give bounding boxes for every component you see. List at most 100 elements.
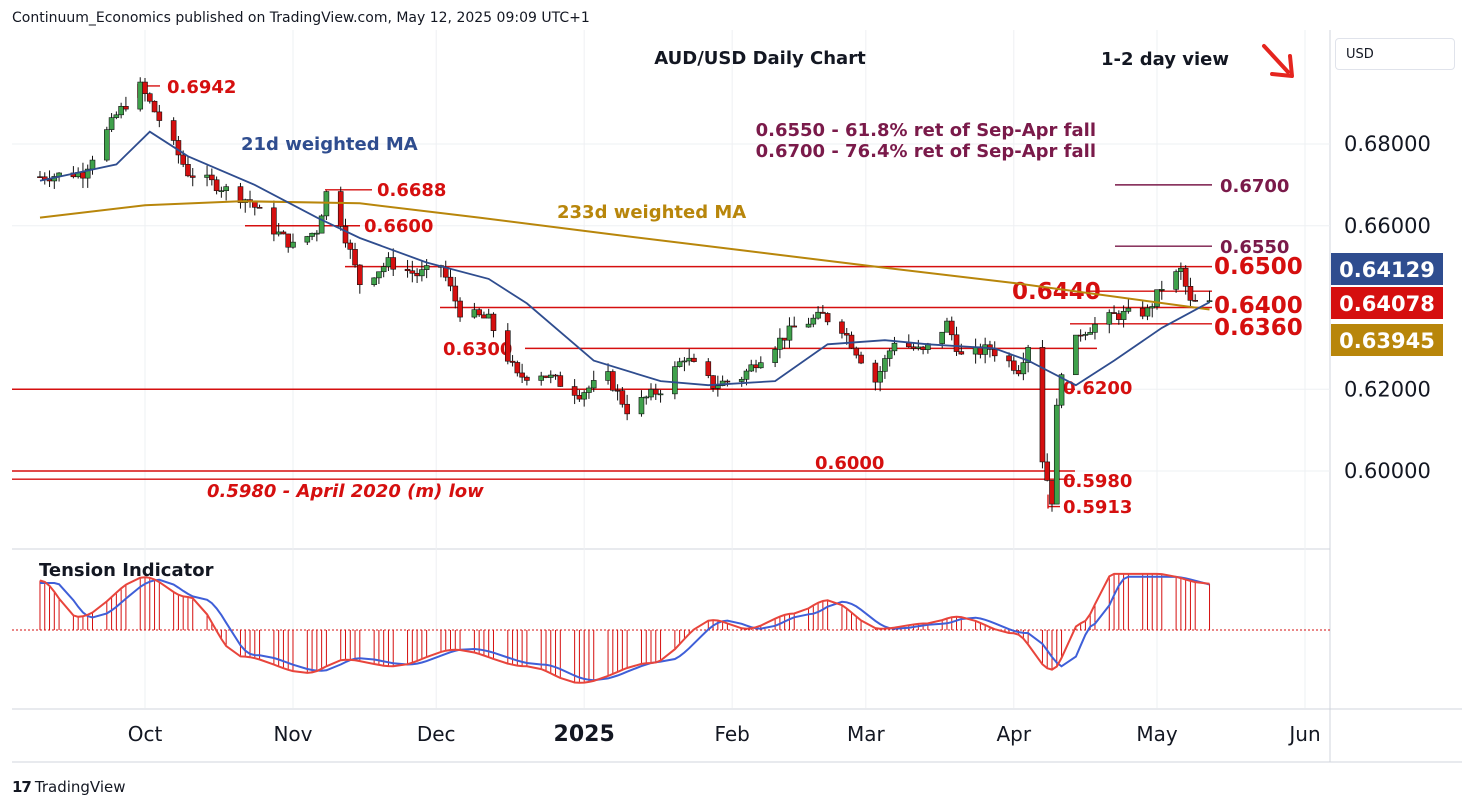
price-tag-label: 0.64078: [1339, 292, 1435, 316]
candle: [1082, 334, 1089, 336]
candle: [1139, 307, 1146, 317]
candle: [1092, 323, 1098, 333]
level-label: 0.6942: [167, 77, 236, 98]
price-pane[interactable]: [12, 30, 1330, 548]
candle: [380, 266, 387, 273]
candle: [805, 323, 812, 328]
candle: [371, 277, 377, 285]
candle: [84, 168, 91, 179]
candle: [681, 360, 688, 363]
tradingview-brand[interactable]: 17 TradingView: [12, 778, 126, 796]
candle: [743, 370, 750, 380]
tension-signal-line: [40, 575, 1210, 682]
candle: [758, 362, 764, 369]
candle: [1015, 370, 1022, 375]
candle: [1182, 267, 1189, 287]
level-label: 0.6550: [1220, 237, 1289, 258]
level-label: 0.6400: [1214, 293, 1303, 319]
candle: [514, 362, 521, 374]
level-label: 0.6200: [1063, 378, 1132, 399]
candle: [337, 191, 344, 227]
candle: [385, 257, 392, 267]
candle: [1058, 374, 1065, 406]
bias-arrow-icon: [1262, 44, 1290, 74]
candle: [481, 314, 487, 319]
candle: [944, 320, 950, 333]
candle: [715, 385, 721, 389]
candle: [409, 270, 416, 274]
candle: [905, 342, 912, 348]
candle: [275, 231, 282, 235]
candle: [624, 403, 630, 415]
candle: [1087, 332, 1093, 335]
candle: [404, 268, 411, 272]
candle: [1158, 289, 1165, 291]
candle: [571, 386, 578, 396]
x-tick-label: Feb: [714, 722, 749, 746]
candle: [576, 395, 583, 400]
candle: [705, 361, 712, 376]
candle: [1020, 362, 1027, 375]
fib-618-annotation: 0.6550 - 61.8% ret of Sep-Apr fall: [756, 120, 1096, 141]
candle: [586, 387, 592, 393]
candle: [686, 357, 692, 362]
candle: [648, 389, 654, 398]
level-label: 0.5980: [1063, 471, 1132, 492]
candle: [557, 375, 564, 387]
candle: [753, 364, 759, 369]
candle: [1044, 461, 1051, 481]
candle: [610, 371, 616, 391]
level-label: 0.6500: [1214, 254, 1303, 280]
candle: [142, 81, 148, 94]
x-tick-label: May: [1136, 722, 1178, 746]
candle: [89, 159, 96, 170]
candle: [1073, 334, 1079, 376]
candle: [304, 236, 311, 243]
ma21-line: [39, 130, 1210, 387]
candle: [724, 380, 731, 383]
candle: [1192, 300, 1199, 302]
candle: [170, 120, 177, 141]
x-tick-label: Dec: [417, 722, 456, 746]
candle: [218, 190, 225, 193]
x-tick-label: Nov: [273, 722, 312, 746]
bias-arrow-head: [1270, 54, 1294, 78]
level-label: 0.6000: [815, 453, 884, 474]
candle: [189, 175, 196, 178]
candle: [657, 393, 664, 396]
candle: [691, 357, 697, 362]
candle: [519, 372, 525, 378]
y-tick-label: 0.68000: [1344, 132, 1431, 156]
level-label: 0.6700: [1220, 176, 1289, 197]
candle: [939, 331, 946, 344]
candle: [781, 337, 788, 341]
candle: [504, 330, 511, 362]
tension-indicator-label: Tension Indicator: [39, 560, 214, 581]
candle: [357, 264, 363, 285]
candle: [314, 232, 320, 235]
candle: [948, 320, 955, 336]
level-label: 0.6360: [1214, 315, 1303, 341]
price-tag-label: 0.63945: [1339, 329, 1435, 353]
candle: [419, 269, 425, 277]
candle: [223, 186, 229, 192]
candle: [1125, 307, 1132, 312]
fib-764-annotation: 0.6700 - 76.4% ret of Sep-Apr fall: [756, 141, 1096, 162]
candle: [342, 226, 349, 244]
candle: [476, 309, 482, 316]
candle: [953, 334, 960, 352]
candle: [824, 313, 831, 323]
candle: [738, 379, 745, 382]
x-tick-label: 2025: [554, 722, 615, 747]
candle: [839, 321, 845, 334]
candle: [1187, 286, 1194, 301]
x-tick-label: Mar: [847, 722, 886, 746]
candle: [309, 232, 315, 237]
candle: [1011, 360, 1017, 371]
candle: [485, 313, 492, 319]
y-tick-label: 0.62000: [1344, 377, 1431, 401]
candle: [877, 371, 883, 383]
currency-button[interactable]: USD: [1335, 38, 1455, 70]
publisher-header: Continuum_Economics published on Trading…: [12, 10, 590, 26]
